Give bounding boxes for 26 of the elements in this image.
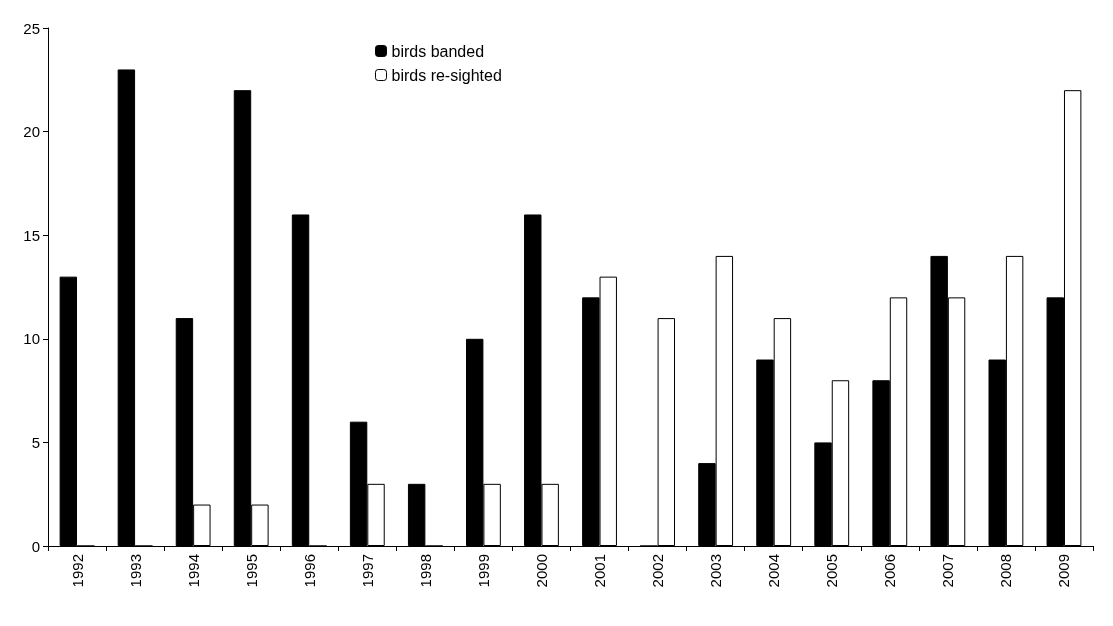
x-tick-label: 2008 [997, 554, 1015, 588]
x-tick-label: 2007 [939, 554, 957, 588]
y-tick-label: 10 [23, 330, 40, 348]
x-tick-label: 2002 [649, 554, 667, 588]
x-tick-label: 1994 [184, 554, 202, 588]
x-tick-label: 2005 [823, 554, 841, 588]
legend-label: birds re-sighted [391, 66, 502, 84]
y-tick-label: 0 [31, 537, 40, 555]
y-tick-label: 5 [31, 433, 40, 451]
x-tick-label: 2000 [532, 554, 550, 588]
legend-label: birds banded [391, 42, 485, 60]
x-tick-label: 1999 [474, 554, 492, 588]
x-tick-label: 1992 [68, 554, 86, 588]
x-tick-label: 2001 [591, 554, 609, 588]
y-tick-label: 25 [23, 19, 40, 37]
x-tick-label: 2006 [881, 554, 899, 588]
y-tick-label: 15 [23, 226, 40, 244]
x-tick-label: 1996 [300, 554, 318, 588]
x-tick-label: 1995 [242, 554, 260, 588]
x-tick-label: 2003 [707, 554, 725, 588]
y-tick-label: 20 [23, 123, 40, 141]
x-tick-label: 1993 [126, 554, 144, 588]
x-tick-label: 1997 [358, 554, 376, 588]
x-tick-label: 2009 [1055, 554, 1073, 588]
x-tick-label: 1998 [416, 554, 434, 588]
x-tick-label: 2004 [765, 554, 783, 588]
